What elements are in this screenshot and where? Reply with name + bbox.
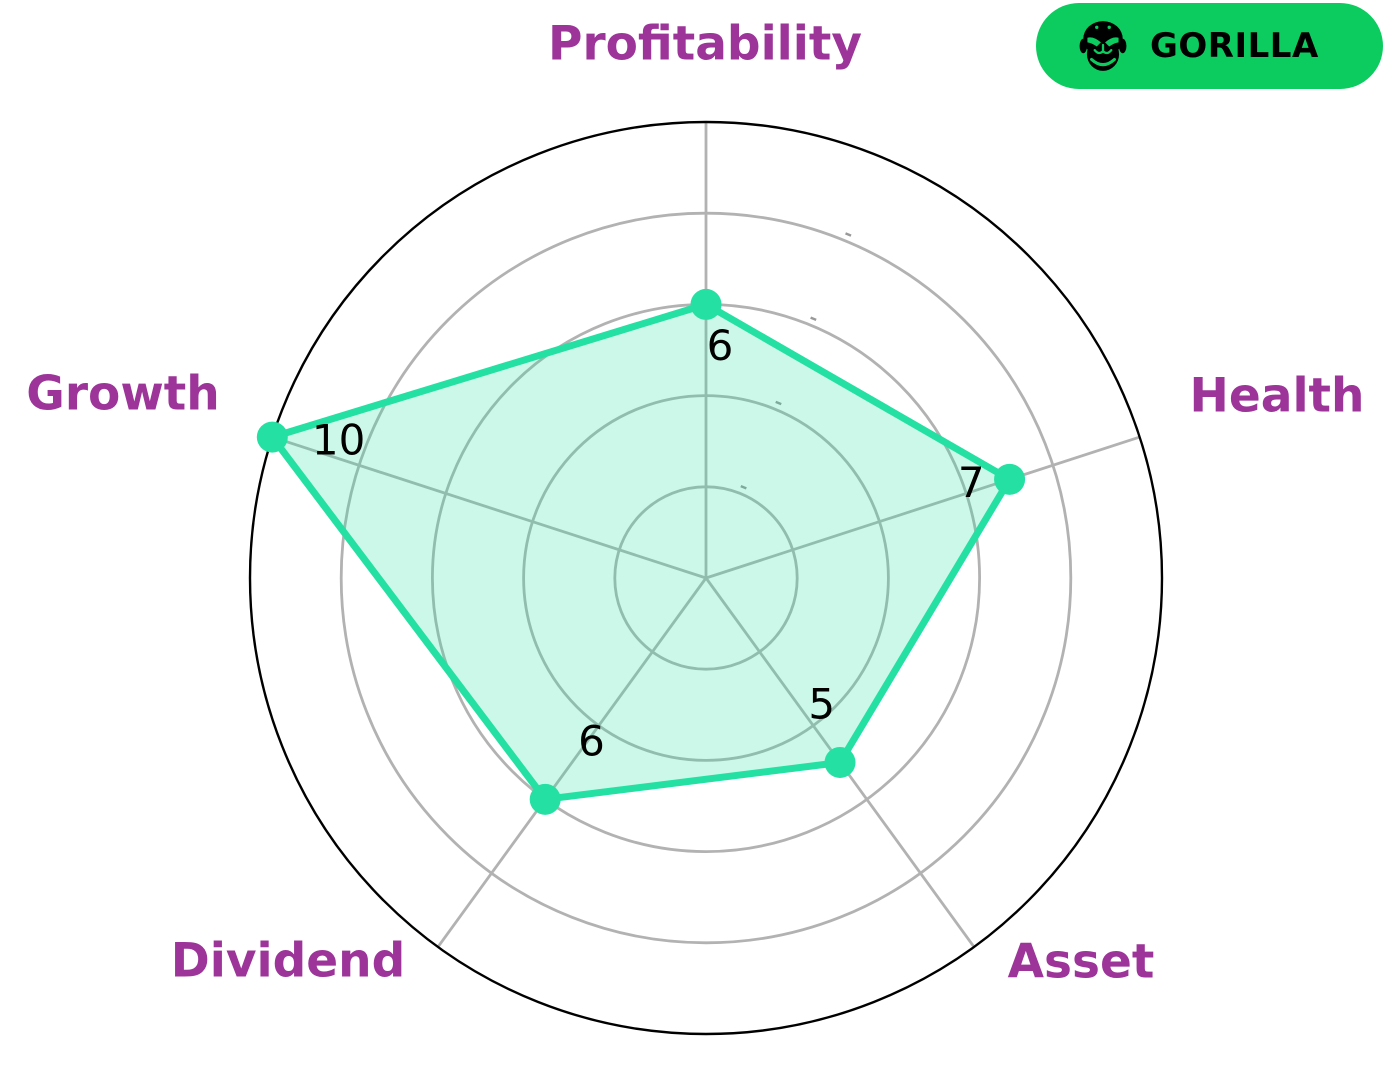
data-polygon-fill: [272, 304, 1010, 800]
axis-label-asset: Asset: [1007, 934, 1155, 990]
data-point-marker: [690, 288, 722, 320]
axis-label-growth: Growth: [26, 366, 220, 422]
radial-tick: [810, 316, 817, 322]
axis-spoke: [705, 435, 1141, 580]
axis-label-health: Health: [1189, 368, 1365, 424]
radial-tick: [775, 400, 782, 406]
value-label: 10: [312, 416, 365, 465]
gorilla-icon: [1079, 21, 1127, 71]
gorilla-badge: GORILLA: [1036, 3, 1383, 89]
radial-tick: [845, 232, 852, 237]
data-polygon-outline: [268, 300, 1014, 803]
axis-label-dividend: Dividend: [170, 933, 406, 989]
data-point-marker: [256, 421, 288, 453]
outer-circle: [248, 120, 1164, 1036]
axis-spoke: [271, 435, 707, 580]
radial-tick: [740, 485, 747, 490]
axis-spoke: [436, 577, 708, 948]
data-point-marker: [529, 783, 561, 815]
badge-label: GORILLA: [1150, 26, 1319, 66]
data-point-marker: [994, 463, 1026, 495]
axis-label-profitability: Profitability: [547, 16, 863, 72]
data-point-marker: [824, 746, 856, 778]
value-label: 7: [958, 458, 985, 507]
value-label: 5: [808, 680, 835, 729]
value-label: 6: [707, 321, 734, 370]
value-label: 6: [578, 716, 605, 765]
